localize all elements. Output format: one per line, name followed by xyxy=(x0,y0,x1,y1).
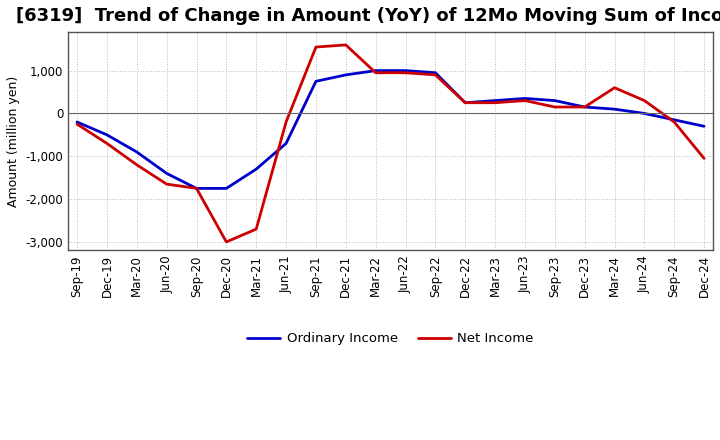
Net Income xyxy=(192,186,201,191)
Ordinary Income xyxy=(312,79,320,84)
Title: [6319]  Trend of Change in Amount (YoY) of 12Mo Moving Sum of Incomes: [6319] Trend of Change in Amount (YoY) o… xyxy=(16,7,720,25)
Ordinary Income xyxy=(580,104,589,110)
Ordinary Income xyxy=(491,98,500,103)
Net Income xyxy=(312,44,320,50)
Net Income xyxy=(461,100,469,105)
Ordinary Income xyxy=(401,68,410,73)
Ordinary Income xyxy=(222,186,230,191)
Net Income xyxy=(611,85,619,90)
Net Income xyxy=(252,227,261,232)
Ordinary Income xyxy=(431,70,440,75)
Net Income xyxy=(431,72,440,77)
Ordinary Income xyxy=(521,96,529,101)
Ordinary Income xyxy=(700,124,708,129)
Net Income xyxy=(551,104,559,110)
Ordinary Income xyxy=(192,186,201,191)
Ordinary Income xyxy=(73,119,81,125)
Ordinary Income xyxy=(162,171,171,176)
Net Income xyxy=(521,98,529,103)
Net Income xyxy=(132,162,141,168)
Legend: Ordinary Income, Net Income: Ordinary Income, Net Income xyxy=(242,327,539,351)
Net Income xyxy=(491,100,500,105)
Ordinary Income xyxy=(372,68,380,73)
Net Income xyxy=(640,98,649,103)
Net Income xyxy=(401,70,410,75)
Y-axis label: Amount (million yen): Amount (million yen) xyxy=(7,76,20,207)
Ordinary Income xyxy=(611,106,619,112)
Ordinary Income xyxy=(132,149,141,154)
Net Income xyxy=(103,141,112,146)
Net Income xyxy=(162,181,171,187)
Net Income xyxy=(670,119,678,125)
Ordinary Income xyxy=(341,72,350,77)
Net Income xyxy=(222,239,230,245)
Net Income xyxy=(580,104,589,110)
Ordinary Income xyxy=(640,111,649,116)
Net Income xyxy=(73,121,81,127)
Ordinary Income xyxy=(103,132,112,137)
Ordinary Income xyxy=(461,100,469,105)
Net Income xyxy=(700,156,708,161)
Ordinary Income xyxy=(282,141,290,146)
Net Income xyxy=(372,70,380,75)
Net Income xyxy=(282,119,290,125)
Line: Ordinary Income: Ordinary Income xyxy=(77,70,704,188)
Ordinary Income xyxy=(252,166,261,172)
Ordinary Income xyxy=(551,98,559,103)
Net Income xyxy=(341,42,350,48)
Ordinary Income xyxy=(670,117,678,122)
Line: Net Income: Net Income xyxy=(77,45,704,242)
